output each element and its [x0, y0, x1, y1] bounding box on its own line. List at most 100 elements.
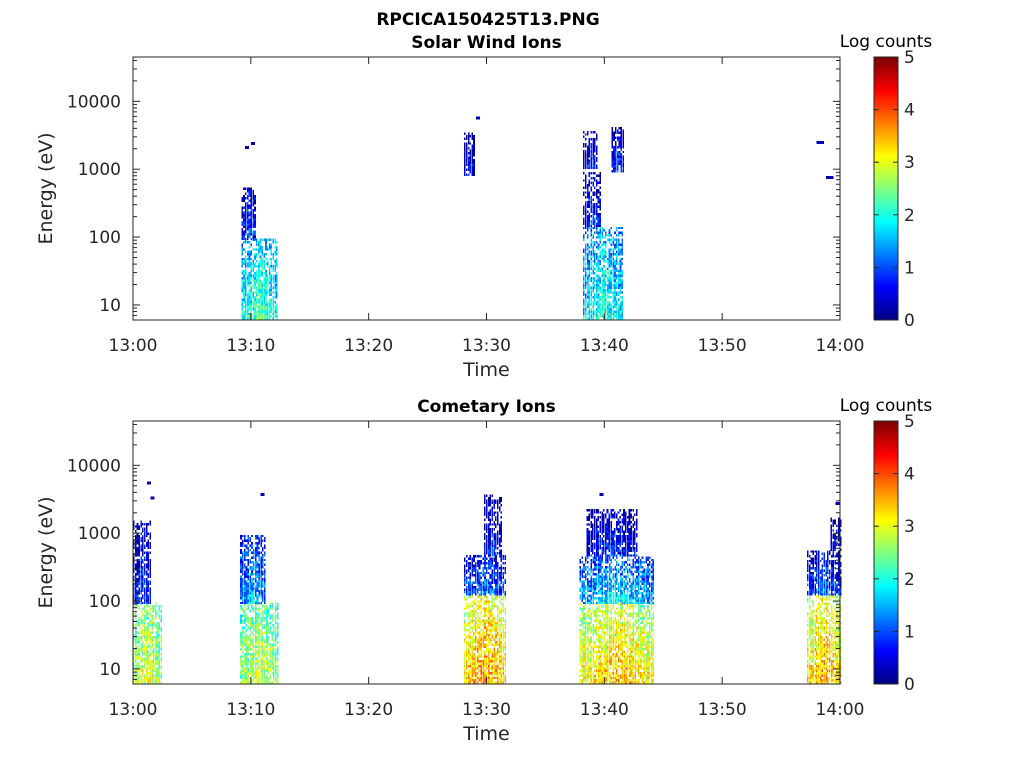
- heatmap-cell: [256, 546, 259, 550]
- heatmap-cell: [616, 253, 618, 256]
- heatmap-cell: [590, 300, 592, 304]
- heatmap-cell: [245, 250, 247, 254]
- heatmap-cell: [497, 586, 499, 589]
- heatmap-cell: [588, 674, 591, 677]
- heatmap-cell: [491, 511, 493, 514]
- heatmap-cell: [592, 241, 594, 244]
- heatmap-cell: [251, 662, 253, 665]
- colorbar-segment: [874, 145, 898, 148]
- heatmap-cell: [498, 645, 501, 649]
- heatmap-cell: [480, 641, 483, 644]
- heatmap-cell: [504, 571, 506, 575]
- heatmap-cell: [265, 296, 267, 299]
- heatmap-cell: [594, 660, 596, 663]
- heatmap-cell: [154, 650, 157, 653]
- heatmap-cell: [500, 607, 503, 610]
- heatmap-cell: [136, 676, 139, 680]
- heatmap-cell: [475, 581, 477, 584]
- heatmap-cell: [502, 669, 505, 673]
- heatmap-cell: [594, 629, 596, 632]
- heatmap-cell: [495, 579, 497, 582]
- heatmap-cell: [138, 575, 141, 578]
- heatmap-cell: [594, 241, 596, 244]
- heatmap-cell: [619, 269, 622, 273]
- heatmap-cell: [486, 588, 488, 591]
- heatmap-cell: [147, 551, 150, 554]
- heatmap-cell: [619, 303, 622, 306]
- heatmap-cell: [489, 581, 492, 584]
- heatmap-cell: [276, 260, 278, 263]
- heatmap-cell: [471, 664, 473, 668]
- heatmap-cell: [265, 679, 268, 682]
- x-tick-label: 13:00: [109, 336, 158, 356]
- heatmap-cell: [465, 163, 468, 167]
- heatmap-cell: [497, 609, 499, 613]
- heatmap-cell: [612, 284, 614, 287]
- heatmap-cell: [253, 626, 255, 629]
- heatmap-cell: [497, 574, 499, 577]
- heatmap-cell: [482, 607, 484, 610]
- heatmap-cell: [603, 296, 605, 299]
- heatmap-cell: [256, 305, 258, 309]
- heatmap-cell: [260, 589, 262, 593]
- heatmap-cell: [243, 674, 246, 677]
- heatmap-cell: [590, 231, 592, 234]
- heatmap-cell: [251, 679, 253, 682]
- heatmap-cell: [586, 205, 589, 208]
- heatmap-cell: [270, 265, 273, 268]
- heatmap-cell: [246, 223, 249, 226]
- heatmap-cell: [475, 641, 477, 644]
- heatmap-cell: [621, 310, 624, 313]
- heatmap-cell: [486, 581, 488, 584]
- heatmap-cell: [245, 260, 247, 263]
- heatmap-cell: [486, 650, 488, 653]
- heatmap-cell: [149, 607, 151, 610]
- heatmap-cell: [138, 582, 141, 586]
- heatmap-cell: [586, 645, 589, 649]
- heatmap-cell: [149, 546, 151, 550]
- heatmap-cell: [145, 580, 148, 583]
- heatmap-cell: [489, 621, 492, 625]
- heatmap-cell: [592, 645, 594, 649]
- heatmap-cell: [254, 573, 257, 576]
- heatmap-cell: [241, 233, 243, 236]
- heatmap-cell: [476, 648, 479, 651]
- heatmap-cell: [491, 617, 494, 620]
- heatmap-cell: [596, 609, 598, 613]
- heatmap-cell: [142, 621, 144, 625]
- heatmap-cell: [493, 657, 495, 661]
- heatmap-cell: [467, 564, 470, 567]
- heatmap-cell: [601, 296, 603, 299]
- heatmap-cell: [250, 228, 253, 231]
- colorbar-segment: [874, 219, 898, 222]
- heatmap-cell: [272, 281, 275, 285]
- heatmap-cell: [264, 619, 266, 622]
- heatmap-cell: [500, 676, 503, 680]
- heatmap-cell: [274, 679, 277, 682]
- heatmap-cell: [254, 621, 257, 625]
- heatmap-cell: [262, 539, 264, 542]
- heatmap-cell: [595, 164, 598, 167]
- heatmap-cell: [274, 241, 276, 244]
- heatmap-cell: [592, 130, 594, 134]
- heatmap-cell: [251, 580, 253, 583]
- heatmap-cell: [245, 233, 247, 236]
- heatmap-cell: [245, 619, 248, 622]
- heatmap-cell: [595, 303, 598, 306]
- heatmap-cell: [592, 233, 594, 237]
- heatmap-cell: [249, 664, 251, 668]
- heatmap-cell: [262, 681, 264, 684]
- heatmap-cell: [495, 525, 497, 529]
- heatmap-cell: [478, 652, 481, 656]
- heatmap-cell: [138, 669, 141, 673]
- heatmap-cell: [590, 159, 592, 162]
- heatmap-cell: [464, 657, 466, 661]
- heatmap-cell: [242, 674, 244, 677]
- heatmap-cell: [606, 288, 609, 292]
- heatmap-cell: [256, 594, 259, 597]
- heatmap-cell: [622, 165, 624, 168]
- heatmap-cell: [498, 648, 501, 651]
- heatmap-cell: [584, 166, 587, 170]
- plot-frame: [132, 56, 841, 321]
- heatmap-cell: [595, 317, 598, 320]
